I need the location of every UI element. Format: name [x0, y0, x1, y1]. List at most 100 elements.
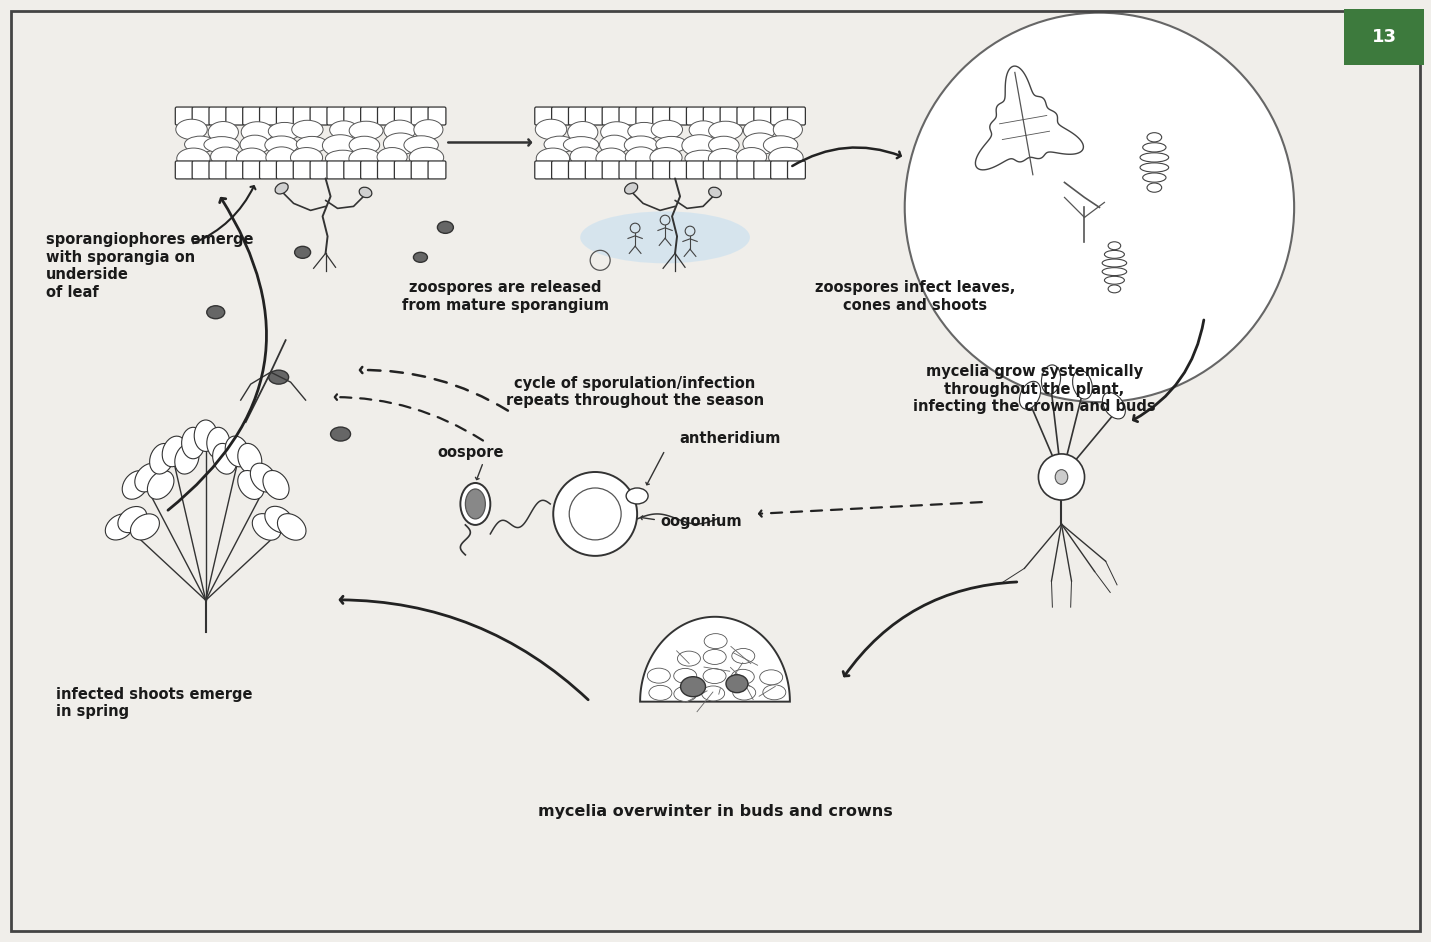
Ellipse shape [726, 674, 748, 692]
Ellipse shape [414, 252, 428, 262]
FancyBboxPatch shape [635, 161, 654, 179]
Text: zoospores are released
from mature sporangium: zoospores are released from mature spora… [402, 281, 608, 313]
Ellipse shape [175, 444, 199, 474]
Circle shape [904, 12, 1294, 402]
Ellipse shape [292, 121, 323, 138]
Ellipse shape [265, 506, 293, 533]
Ellipse shape [250, 463, 276, 492]
Circle shape [554, 472, 637, 556]
Ellipse shape [275, 183, 288, 194]
FancyBboxPatch shape [411, 107, 429, 125]
Text: sporangiophores emerge
with sporangia on
underside
of leaf: sporangiophores emerge with sporangia on… [46, 233, 253, 300]
Ellipse shape [278, 513, 306, 540]
Ellipse shape [176, 120, 207, 139]
Ellipse shape [1042, 365, 1060, 394]
Ellipse shape [238, 444, 262, 474]
Ellipse shape [268, 122, 301, 140]
Ellipse shape [708, 187, 721, 198]
Ellipse shape [537, 148, 570, 169]
Ellipse shape [263, 470, 289, 499]
FancyBboxPatch shape [311, 161, 328, 179]
Ellipse shape [625, 147, 657, 169]
Ellipse shape [624, 183, 638, 194]
FancyBboxPatch shape [585, 161, 602, 179]
FancyBboxPatch shape [411, 161, 429, 179]
Ellipse shape [135, 463, 162, 492]
Circle shape [570, 488, 621, 540]
Ellipse shape [773, 120, 803, 139]
Ellipse shape [349, 149, 381, 170]
Ellipse shape [704, 634, 727, 649]
Ellipse shape [1105, 276, 1125, 284]
FancyBboxPatch shape [276, 161, 295, 179]
FancyBboxPatch shape [754, 161, 771, 179]
FancyBboxPatch shape [259, 161, 278, 179]
Ellipse shape [601, 122, 633, 142]
FancyBboxPatch shape [361, 161, 378, 179]
FancyBboxPatch shape [326, 107, 345, 125]
FancyBboxPatch shape [602, 161, 620, 179]
Ellipse shape [627, 488, 648, 504]
Ellipse shape [651, 121, 683, 138]
FancyBboxPatch shape [311, 107, 328, 125]
Ellipse shape [252, 513, 280, 540]
FancyBboxPatch shape [771, 107, 788, 125]
Ellipse shape [690, 121, 717, 138]
Ellipse shape [329, 121, 358, 138]
Ellipse shape [624, 136, 657, 154]
Ellipse shape [331, 427, 351, 441]
FancyBboxPatch shape [209, 107, 228, 125]
FancyBboxPatch shape [737, 107, 754, 125]
Ellipse shape [207, 122, 239, 143]
Ellipse shape [647, 668, 670, 683]
FancyBboxPatch shape [378, 107, 395, 125]
FancyBboxPatch shape [428, 107, 446, 125]
FancyBboxPatch shape [687, 161, 704, 179]
Ellipse shape [438, 221, 454, 234]
FancyBboxPatch shape [670, 107, 687, 125]
Ellipse shape [206, 306, 225, 318]
Ellipse shape [681, 676, 705, 697]
Ellipse shape [703, 669, 726, 684]
FancyBboxPatch shape [395, 161, 412, 179]
Ellipse shape [1073, 370, 1092, 399]
Ellipse shape [708, 137, 740, 154]
Polygon shape [640, 617, 790, 702]
Ellipse shape [677, 651, 700, 666]
Ellipse shape [1143, 143, 1166, 152]
Ellipse shape [130, 513, 159, 540]
Ellipse shape [570, 147, 600, 167]
FancyBboxPatch shape [395, 107, 412, 125]
Ellipse shape [731, 670, 754, 684]
Ellipse shape [1019, 382, 1040, 409]
FancyBboxPatch shape [737, 161, 754, 179]
Ellipse shape [404, 136, 438, 154]
Text: infected shoots emerge
in spring: infected shoots emerge in spring [56, 687, 252, 719]
FancyBboxPatch shape [653, 161, 671, 179]
Ellipse shape [733, 685, 756, 700]
Ellipse shape [269, 370, 289, 384]
Ellipse shape [685, 150, 720, 167]
Ellipse shape [580, 211, 750, 264]
Text: mycelia grow systemically
throughout the plant,
infecting the crown and buds: mycelia grow systemically throughout the… [913, 365, 1156, 414]
Ellipse shape [1108, 284, 1120, 293]
Circle shape [1039, 454, 1085, 500]
Ellipse shape [1102, 259, 1126, 267]
Ellipse shape [1055, 470, 1068, 484]
Ellipse shape [376, 148, 408, 167]
FancyBboxPatch shape [243, 161, 260, 179]
FancyBboxPatch shape [293, 107, 311, 125]
FancyBboxPatch shape [378, 161, 395, 179]
Ellipse shape [628, 122, 660, 140]
Ellipse shape [322, 135, 358, 156]
Ellipse shape [650, 148, 683, 168]
Ellipse shape [1143, 173, 1166, 182]
FancyBboxPatch shape [535, 161, 552, 179]
FancyBboxPatch shape [551, 161, 570, 179]
Ellipse shape [1148, 183, 1162, 192]
FancyBboxPatch shape [653, 107, 671, 125]
FancyBboxPatch shape [343, 161, 362, 179]
Ellipse shape [295, 246, 311, 258]
FancyBboxPatch shape [787, 161, 806, 179]
Ellipse shape [359, 187, 372, 198]
